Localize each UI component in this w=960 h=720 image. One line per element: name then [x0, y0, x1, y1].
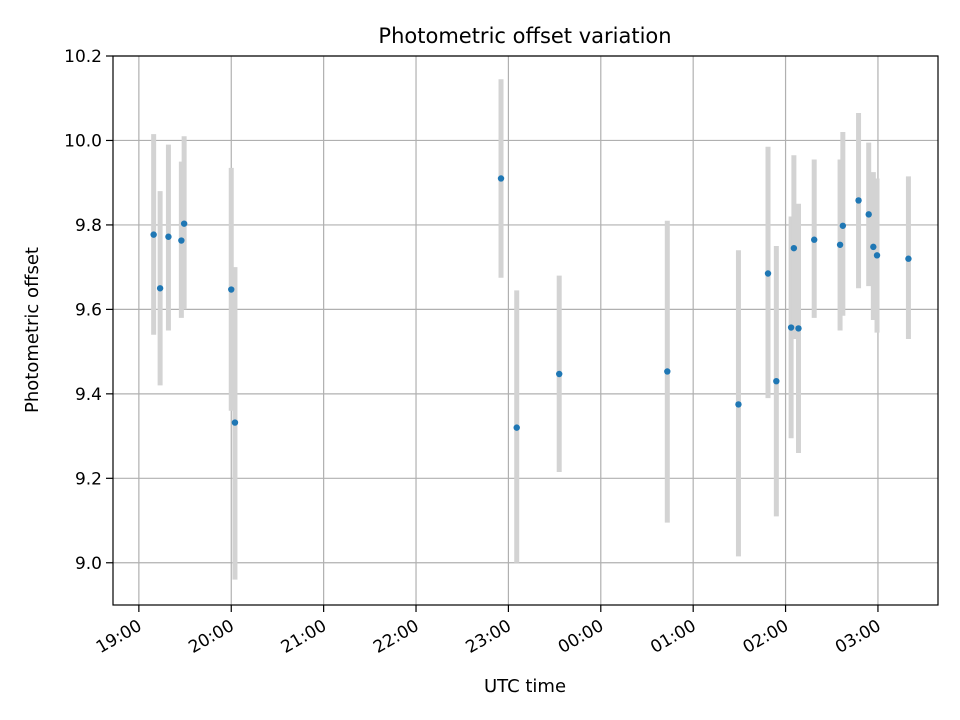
data-point: [664, 368, 671, 375]
y-axis-ticks: 9.0 9.2 9.4 9.6 9.8 10.0 10.2: [64, 47, 113, 574]
data-point: [764, 270, 772, 277]
y-tick-label: 9.2: [75, 469, 102, 489]
y-tick-label: 9.6: [75, 300, 102, 320]
data-point: [228, 286, 235, 293]
y-tick-label: 10.2: [64, 47, 102, 67]
chart-title: Photometric offset variation: [378, 24, 671, 48]
data-point: [811, 236, 818, 243]
data-point: [790, 244, 798, 252]
y-tick-label: 9.8: [75, 216, 102, 236]
data-point: [165, 233, 172, 240]
y-tick-label: 10.0: [64, 131, 102, 151]
x-tick-label: 23:00: [462, 616, 514, 658]
y-axis-label: Photometric offset: [22, 247, 43, 413]
y-tick-label: 9.0: [75, 554, 102, 574]
data-point: [839, 222, 847, 229]
data-point: [497, 175, 505, 182]
data-point: [855, 197, 862, 204]
data-point: [150, 231, 157, 238]
x-tick-label: 02:00: [740, 616, 792, 658]
data-point: [873, 252, 881, 259]
x-tick-label: 01:00: [647, 616, 699, 658]
data-point: [178, 237, 185, 244]
data-point: [870, 243, 877, 251]
data-point: [180, 220, 188, 227]
data-point: [513, 424, 520, 431]
x-axis-label: UTC time: [484, 676, 566, 697]
x-tick-label: 22:00: [370, 616, 422, 658]
x-tick-label: 03:00: [832, 616, 884, 658]
data-point: [905, 255, 912, 262]
data-point: [231, 419, 239, 426]
x-axis-ticks: 19:00 20:00 21:00 22:00 23:00 00:00 01:00 02:00…: [93, 605, 884, 658]
data-point: [787, 324, 795, 331]
x-tick-label: 20:00: [185, 616, 237, 658]
data-points: [150, 175, 912, 431]
x-tick-label: 19:00: [93, 616, 145, 658]
x-tick-label: 21:00: [278, 616, 330, 658]
data-point: [735, 401, 742, 408]
data-point: [795, 325, 802, 332]
data-point: [865, 211, 872, 218]
x-tick-label: 00:00: [555, 616, 607, 658]
y-tick-label: 9.4: [75, 385, 102, 405]
data-point: [556, 370, 563, 378]
data-point: [773, 377, 780, 385]
data-point: [836, 241, 844, 248]
plot-frame: [112, 55, 939, 606]
error-bars: [151, 79, 911, 580]
data-point: [156, 285, 164, 292]
